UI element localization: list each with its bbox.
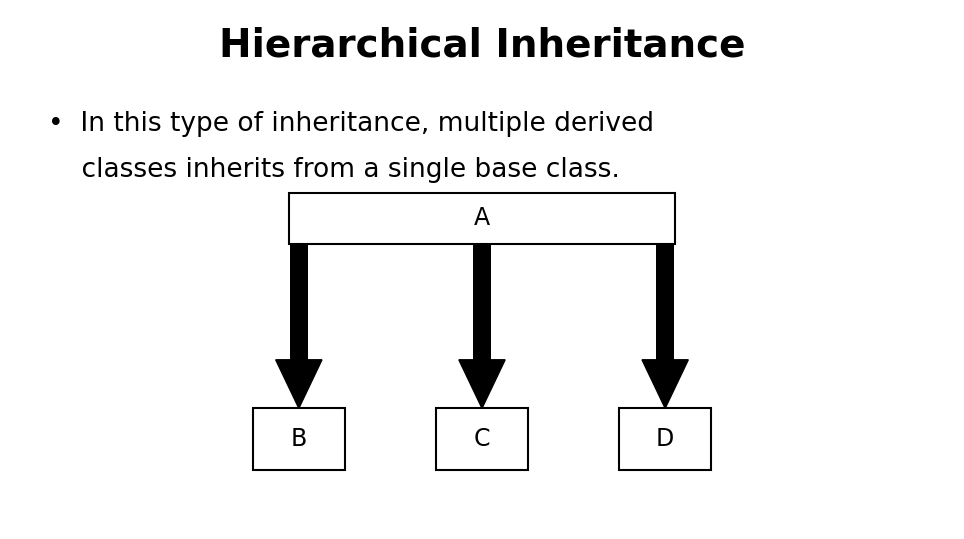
Bar bbox=[253, 409, 345, 470]
Polygon shape bbox=[459, 360, 505, 409]
Bar bbox=[436, 409, 528, 470]
Polygon shape bbox=[642, 360, 688, 409]
Bar bbox=[619, 409, 710, 470]
Text: •  In this type of inheritance, multiple derived: • In this type of inheritance, multiple … bbox=[48, 111, 655, 137]
Text: C: C bbox=[473, 427, 491, 451]
Text: D: D bbox=[656, 427, 674, 451]
Text: classes inherits from a single base class.: classes inherits from a single base clas… bbox=[48, 157, 620, 183]
FancyBboxPatch shape bbox=[290, 244, 308, 360]
Polygon shape bbox=[276, 360, 322, 409]
Text: B: B bbox=[291, 427, 307, 451]
Text: Hierarchical Inheritance: Hierarchical Inheritance bbox=[219, 27, 745, 65]
Bar bbox=[289, 192, 675, 244]
Text: A: A bbox=[474, 206, 490, 230]
FancyBboxPatch shape bbox=[656, 244, 674, 360]
FancyBboxPatch shape bbox=[473, 244, 491, 360]
